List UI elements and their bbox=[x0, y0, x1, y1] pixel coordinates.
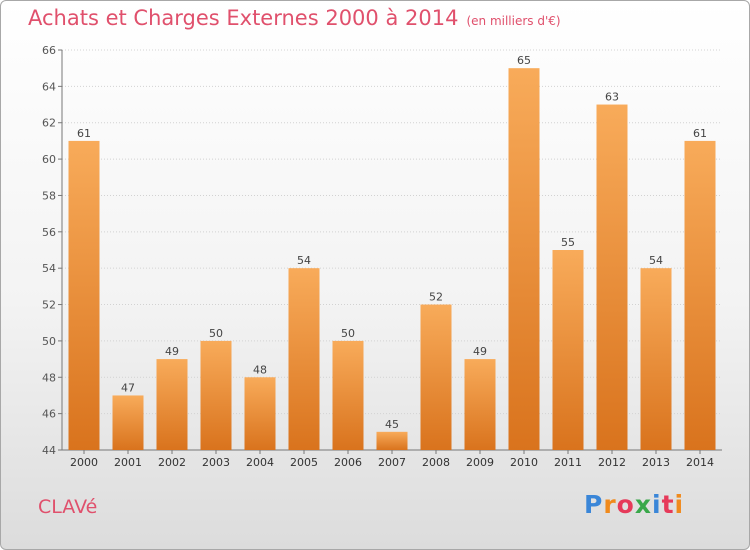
bar-2006 bbox=[332, 340, 364, 450]
bar-2010 bbox=[508, 68, 540, 450]
data-label: 52 bbox=[429, 291, 443, 304]
bar-2005 bbox=[288, 268, 320, 450]
x-tick-label: 2009 bbox=[466, 456, 494, 469]
y-tick-label: 62 bbox=[42, 117, 56, 130]
bar-2012 bbox=[596, 104, 628, 450]
data-label: 49 bbox=[165, 345, 179, 358]
bar-2014 bbox=[684, 140, 716, 450]
y-tick-label: 58 bbox=[42, 189, 56, 202]
bar-2004 bbox=[244, 377, 276, 450]
data-label: 54 bbox=[297, 254, 311, 267]
logo-letter: o bbox=[616, 490, 635, 519]
x-tick-label: 2012 bbox=[598, 456, 626, 469]
y-tick-label: 56 bbox=[42, 226, 56, 239]
data-label: 63 bbox=[605, 91, 619, 104]
y-tick-label: 50 bbox=[42, 335, 56, 348]
y-tick-label: 66 bbox=[42, 44, 56, 57]
y-tick-label: 60 bbox=[42, 153, 56, 166]
bar-2003 bbox=[200, 340, 232, 450]
x-tick-label: 2013 bbox=[642, 456, 670, 469]
logo-letter: i bbox=[652, 490, 662, 519]
y-tick-label: 48 bbox=[42, 371, 56, 384]
x-tick-label: 2001 bbox=[114, 456, 142, 469]
data-label: 55 bbox=[561, 236, 575, 249]
logo-letter: t bbox=[661, 490, 675, 519]
data-labels: 61 47 49 50 48 54 50 45 52 49 65 55 63 54 61 bbox=[77, 54, 707, 431]
bar-2009 bbox=[464, 359, 496, 450]
data-label: 54 bbox=[649, 254, 663, 267]
bar-2002 bbox=[156, 359, 188, 450]
proxiti-logo[interactable]: Proxiti bbox=[584, 490, 684, 519]
y-tick-label: 64 bbox=[42, 80, 56, 93]
data-label: 50 bbox=[341, 327, 355, 340]
x-tick-label: 2010 bbox=[510, 456, 538, 469]
logo-letter: i bbox=[674, 490, 685, 519]
bar-2013 bbox=[640, 268, 672, 450]
data-label: 61 bbox=[693, 127, 707, 140]
x-tick-labels: 2000 2001 2002 2003 2004 2005 2006 2007 2008 2009… bbox=[70, 456, 714, 469]
bar-2011 bbox=[552, 250, 584, 450]
chart-title: Achats et Charges Externes 2000 à 2014 (e… bbox=[28, 6, 561, 30]
x-tick-label: 2002 bbox=[158, 456, 186, 469]
logo-letter: P bbox=[584, 490, 604, 519]
x-tick-label: 2004 bbox=[246, 456, 274, 469]
data-label: 65 bbox=[517, 54, 531, 67]
commune-name: CLAVé bbox=[38, 496, 98, 518]
x-tick-label: 2006 bbox=[334, 456, 362, 469]
bar-2008 bbox=[420, 304, 452, 450]
chart-subtitle: (en milliers d'€) bbox=[466, 14, 561, 28]
y-tick-label: 54 bbox=[42, 262, 56, 275]
x-tick-label: 2007 bbox=[378, 456, 406, 469]
x-tick-label: 2003 bbox=[202, 456, 230, 469]
data-label: 45 bbox=[385, 418, 399, 431]
x-tick-label: 2005 bbox=[290, 456, 318, 469]
y-tick-labels: 44 46 48 50 52 54 56 58 60 62 64 66 bbox=[42, 44, 56, 457]
bar-2000 bbox=[68, 140, 100, 450]
logo-letter: x bbox=[634, 490, 652, 519]
y-tick-label: 46 bbox=[42, 408, 56, 421]
bar-2001 bbox=[112, 395, 144, 450]
data-label: 50 bbox=[209, 327, 223, 340]
bar-2007 bbox=[376, 431, 408, 450]
y-tick-label: 44 bbox=[42, 444, 56, 457]
y-tick-label: 52 bbox=[42, 299, 56, 312]
data-label: 61 bbox=[77, 127, 91, 140]
data-label: 47 bbox=[121, 381, 135, 394]
x-tick-label: 2008 bbox=[422, 456, 450, 469]
x-tick-label: 2000 bbox=[70, 456, 98, 469]
data-label: 48 bbox=[253, 363, 267, 376]
data-label: 49 bbox=[473, 345, 487, 358]
x-tick-label: 2011 bbox=[554, 456, 582, 469]
chart-title-text: Achats et Charges Externes 2000 à 2014 bbox=[28, 6, 459, 30]
x-tick-label: 2014 bbox=[686, 456, 714, 469]
bars bbox=[68, 68, 716, 450]
logo-letter: r bbox=[603, 490, 617, 519]
